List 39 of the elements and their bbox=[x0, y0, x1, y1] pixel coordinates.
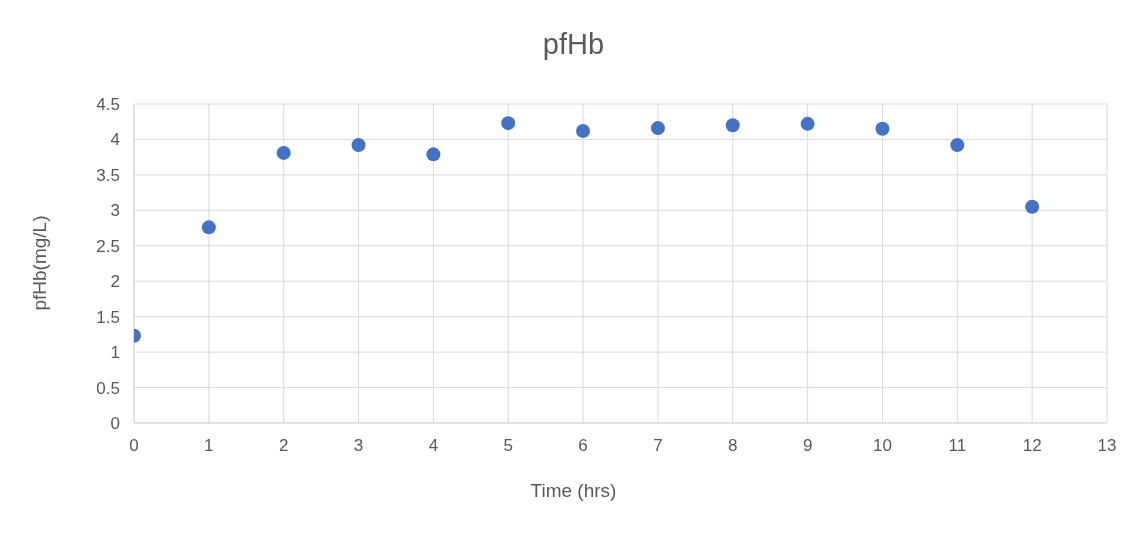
y-tick-label: 1 bbox=[110, 343, 120, 363]
point bbox=[351, 138, 366, 153]
point bbox=[201, 220, 216, 235]
y-tick-label: 3.5 bbox=[96, 165, 120, 185]
x-tick-label: 9 bbox=[802, 436, 813, 456]
y-axis-title: pfHb(mg/L) bbox=[29, 215, 51, 311]
y-tick-label: 4 bbox=[110, 130, 120, 150]
x-tick-label: 13 bbox=[1097, 436, 1117, 456]
point bbox=[800, 116, 815, 131]
x-tick-label: 6 bbox=[578, 436, 588, 456]
x-tick-label: 5 bbox=[503, 436, 513, 456]
x-tick-label: 4 bbox=[428, 436, 439, 456]
x-tick-label: 2 bbox=[278, 436, 289, 456]
y-tick-label: 0.5 bbox=[96, 378, 120, 398]
x-tick-label: 12 bbox=[1022, 436, 1042, 456]
x-tick-label: 1 bbox=[204, 436, 214, 456]
y-tick-label: 1.5 bbox=[96, 307, 120, 327]
y-tick-label: 2 bbox=[110, 272, 120, 292]
point bbox=[650, 121, 665, 136]
point bbox=[875, 121, 890, 136]
y-tick-label: 4.5 bbox=[96, 95, 120, 115]
x-tick-label: 8 bbox=[728, 436, 738, 456]
point bbox=[950, 138, 965, 153]
point bbox=[725, 118, 740, 133]
y-tick-label: 0 bbox=[110, 414, 120, 434]
x-tick-label: 11 bbox=[948, 436, 967, 456]
point bbox=[1025, 199, 1040, 214]
x-axis-title: Time (hrs) bbox=[529, 480, 618, 502]
y-tick-label: 3 bbox=[110, 201, 120, 221]
point bbox=[501, 116, 516, 131]
y-tick-label: 2.5 bbox=[96, 236, 120, 256]
point bbox=[426, 147, 441, 162]
point bbox=[576, 123, 591, 138]
point bbox=[276, 145, 291, 160]
x-tick-label: 10 bbox=[873, 436, 892, 456]
x-tick-label: 7 bbox=[653, 436, 663, 456]
chart-title: pfHb bbox=[541, 28, 606, 61]
x-tick-label: 3 bbox=[353, 436, 364, 456]
x-tick-label: 0 bbox=[129, 436, 139, 456]
